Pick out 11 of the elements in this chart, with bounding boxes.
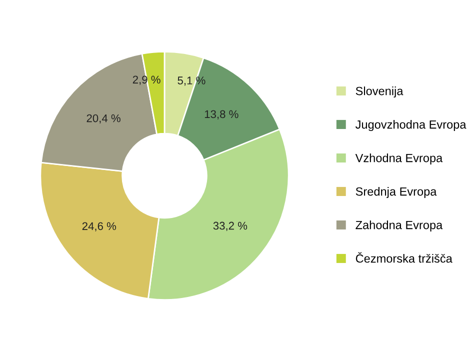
legend-label: Zahodna Evropa [356, 220, 443, 232]
data-label: 33,2 % [213, 222, 248, 231]
legend-label: Vzhodna Evropa [355, 154, 443, 165]
legend-label: Srednja Evropa [356, 187, 437, 198]
legend-label: Čezmorska tržišča [356, 252, 452, 263]
data-label: 24,6 % [82, 222, 116, 232]
legend-label: Jugovzhodna Evropa [356, 120, 466, 132]
data-label: 13,8 % [204, 110, 238, 120]
data-label: 20,4 % [86, 114, 120, 124]
data-label: 5,1 % [178, 76, 206, 86]
legend-label: Slovenija [356, 86, 404, 98]
